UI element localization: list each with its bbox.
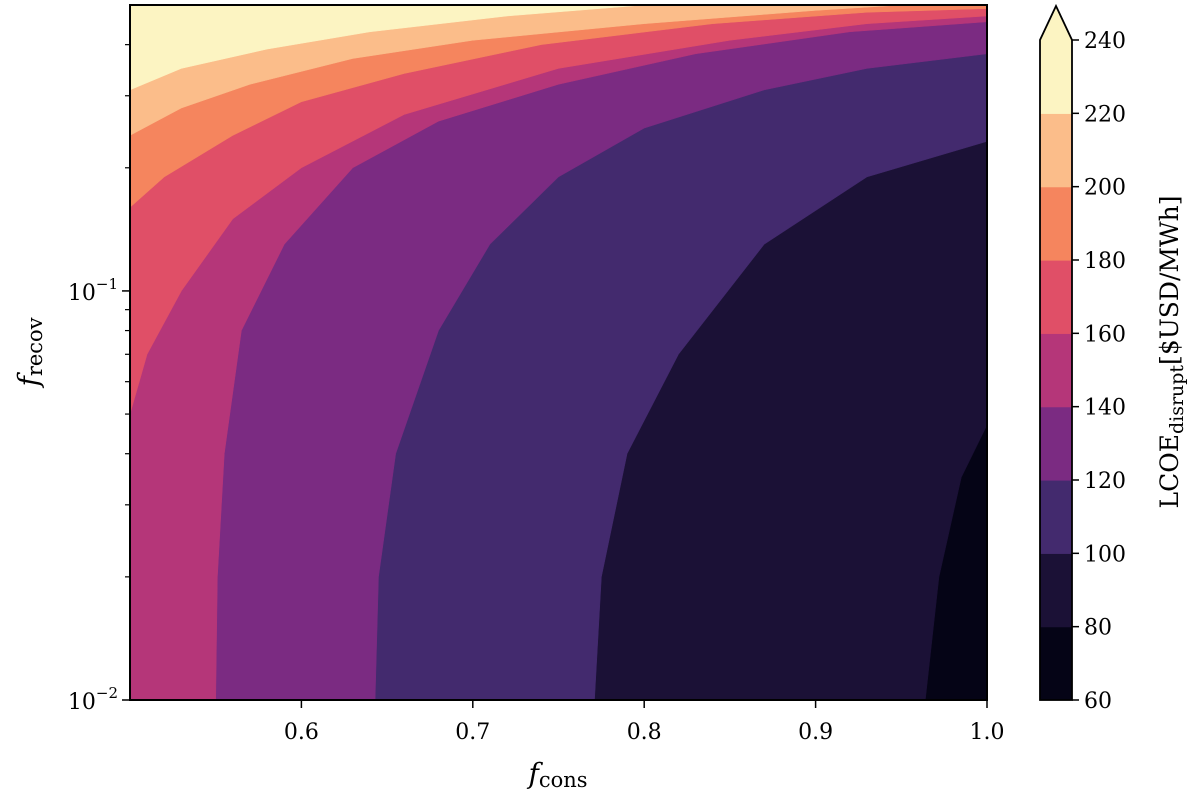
- colorbar-tick-label: 220: [1084, 102, 1126, 127]
- x-tick-label: 0.6: [284, 720, 319, 745]
- colorbar-tick-label: 180: [1084, 249, 1126, 274]
- plot-area: [130, 5, 987, 700]
- colorbar-tick-label: 160: [1084, 322, 1126, 347]
- contour-band-above-200: [130, 5, 902, 700]
- y-tick-label: 10−2: [68, 684, 118, 715]
- colorbar-segment-100-120: [1040, 480, 1072, 554]
- colorbar-segment-80-100: [1040, 553, 1072, 628]
- colorbar-tick-label: 140: [1084, 396, 1126, 421]
- colorbar-tick-label: 200: [1084, 176, 1126, 201]
- colorbar-tick-label: 60: [1084, 689, 1112, 714]
- y-tick-label: 10−1: [68, 275, 118, 306]
- x-tick-label: 0.7: [455, 720, 490, 745]
- colorbar-segment-120-140: [1040, 406, 1072, 481]
- colorbar-tick-label: 240: [1084, 29, 1126, 54]
- x-tick-label: 1.0: [970, 720, 1005, 745]
- colorbar-segment-200-220: [1040, 113, 1072, 188]
- colorbar-tick-label: 100: [1084, 542, 1126, 567]
- colorbar-segment-140-160: [1040, 333, 1072, 408]
- colorbar: 60 80 100 120 140 160 180 200 220 240: [1039, 3, 1126, 714]
- y-axis-title: frecov: [12, 317, 47, 388]
- colorbar-segment-180-200: [1040, 186, 1072, 261]
- contour-band-above-120: [130, 5, 987, 700]
- colorbar-segment-220-240: [1040, 40, 1072, 114]
- colorbar-tick-label: 80: [1084, 616, 1112, 641]
- colorbar-segment-160-180: [1040, 260, 1072, 334]
- plot-frame: [129, 4, 988, 701]
- x-axis-title: fcons: [526, 757, 587, 792]
- contour-band-above-220: [130, 5, 645, 700]
- colorbar-title: LCOEdisrupt[$USD/MWh]: [1155, 195, 1188, 508]
- colorbar-extend-arrow: [1040, 6, 1072, 40]
- x-tick-label: 0.9: [798, 720, 833, 745]
- y-axis: 10−2 10−1: [68, 44, 130, 715]
- colorbar-tick-label: 120: [1084, 469, 1126, 494]
- x-axis: 0.6 0.7 0.8 0.9 1.0: [284, 700, 1005, 745]
- colorbar-segment-60-80: [1040, 626, 1072, 701]
- colorbar-frame: [1039, 3, 1073, 701]
- x-tick-label: 0.8: [627, 720, 662, 745]
